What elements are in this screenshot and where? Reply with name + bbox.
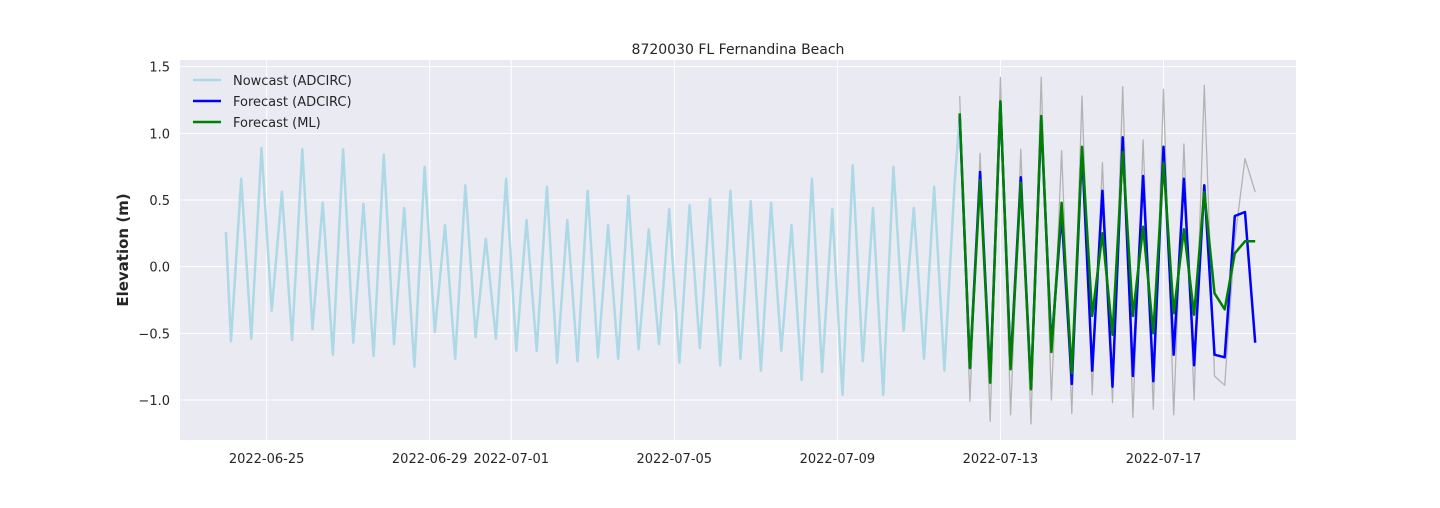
x-tick-label: 2022-06-29 xyxy=(392,452,468,467)
y-tick-label: 1.0 xyxy=(149,127,170,142)
x-tick-label: 2022-07-17 xyxy=(1126,452,1202,467)
y-axis-ticks: −1.0 −0.5 0.0 0.5 1.0 1.5 xyxy=(138,61,170,409)
y-tick-label: −0.5 xyxy=(138,327,170,342)
x-tick-label: 2022-07-13 xyxy=(963,452,1039,467)
y-tick-label: −1.0 xyxy=(138,394,170,409)
x-tick-label: 2022-07-05 xyxy=(637,452,713,467)
y-tick-label: 0.5 xyxy=(149,194,170,209)
x-axis-ticks: 2022-06-25 2022-06-29 2022-07-01 2022-07-05… xyxy=(229,452,1201,467)
series-layer xyxy=(224,76,1257,425)
grid xyxy=(180,60,1296,440)
y-tick-label: 1.5 xyxy=(149,61,170,76)
x-tick-label: 2022-07-09 xyxy=(800,452,876,467)
series-line-forecast-ml xyxy=(958,100,1256,391)
legend-label: Forecast (ADCIRC) xyxy=(233,95,352,110)
legend-label: Forecast (ML) xyxy=(233,116,321,131)
chart-title: 8720030 FL Fernandina Beach xyxy=(632,42,845,58)
x-tick-label: 2022-06-25 xyxy=(229,452,305,467)
legend: Nowcast (ADCIRC) Forecast (ADCIRC) Forecas… xyxy=(193,74,352,131)
x-tick-label: 2022-07-01 xyxy=(473,452,549,467)
legend-label: Nowcast (ADCIRC) xyxy=(233,74,352,89)
y-axis-label: Elevation (m) xyxy=(114,193,132,306)
y-tick-label: 0.0 xyxy=(149,261,170,276)
series-line-nowcast-adcirc xyxy=(224,115,961,396)
